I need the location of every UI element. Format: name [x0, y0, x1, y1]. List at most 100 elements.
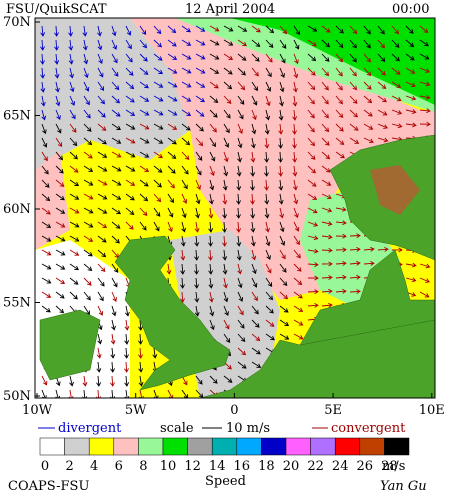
wind-arrow: [153, 25, 162, 35]
wind-arrow: [125, 137, 136, 144]
lat-label: 70N: [3, 15, 31, 30]
wind-arrow: [167, 39, 177, 47]
wind-arrow: [69, 95, 76, 106]
wind-arrow: [223, 305, 229, 317]
wind-arrow: [55, 291, 65, 299]
colorbar-cell: [39, 437, 65, 456]
wind-arrow: [237, 151, 242, 163]
colorbar-cell: [113, 437, 139, 456]
wind-arrow: [110, 375, 115, 387]
wind-arrow: [236, 235, 242, 247]
wind-arrow: [307, 81, 316, 91]
lon-label: 10W: [22, 403, 53, 418]
wind-arrow: [124, 375, 130, 387]
wind-arrow: [321, 179, 332, 186]
wind-arrow: [153, 165, 163, 173]
wind-arrow: [124, 319, 130, 331]
wind-arrow: [180, 249, 186, 261]
wind-arrow: [363, 81, 372, 90]
wind-arrow: [195, 137, 204, 147]
wind-arrow: [279, 95, 284, 107]
wind-arrow: [153, 39, 163, 48]
wind-arrow: [167, 109, 178, 116]
wind-arrow: [83, 53, 89, 65]
wind-arrow: [55, 165, 64, 174]
colorbar-cell: [310, 437, 336, 456]
land: [299, 249, 435, 346]
wind-arrow: [405, 277, 417, 283]
wind-arrow: [321, 25, 331, 33]
wind-arrow: [405, 81, 416, 88]
wind-arrow: [167, 179, 175, 189]
wind-arrow: [293, 305, 304, 312]
wind-arrow: [265, 109, 271, 121]
wind-arrow: [349, 137, 360, 144]
wind-arrow: [167, 25, 177, 34]
wind-arrow: [292, 165, 298, 177]
wind-arrow: [335, 220, 347, 226]
colorbar-label: 24: [332, 459, 349, 474]
wind-arrow: [209, 151, 216, 162]
wind-arrow: [307, 248, 319, 254]
wind-arrow: [335, 81, 343, 91]
wind-arrow: [111, 221, 121, 229]
wind-arrow: [83, 165, 94, 172]
wind-arrow: [111, 25, 117, 37]
date: 12 April 2004: [185, 2, 275, 17]
wind-arrow: [83, 235, 94, 242]
wind-arrow: [292, 109, 298, 121]
wind-arrow: [265, 235, 271, 247]
wind-arrow: [250, 137, 256, 149]
wind-arrow: [237, 39, 247, 47]
wind-arrow: [279, 319, 290, 327]
wind-arrow: [250, 207, 256, 219]
wind-arrow: [209, 25, 220, 32]
wind-arrow: [349, 233, 361, 239]
wind-arrow: [377, 67, 386, 76]
wind-arrow: [264, 193, 270, 205]
colorbar-cell: [187, 437, 213, 456]
colorbar-cell: [64, 437, 90, 456]
wind-arrow: [237, 333, 246, 343]
wind-arrow: [251, 67, 259, 77]
wind-arrow: [251, 25, 261, 33]
wind-arrow: [236, 221, 242, 233]
wind-arrow: [124, 333, 130, 345]
colorbar-label: 20: [283, 459, 300, 474]
wind-arrow: [265, 25, 275, 34]
wind-arrow: [419, 277, 431, 283]
wind-arrow: [139, 221, 147, 231]
wind-arrow: [405, 53, 415, 61]
wind-arrow: [279, 291, 289, 300]
wind-arrow: [209, 305, 215, 317]
wind-arrow: [321, 109, 329, 119]
wind-arrow: [111, 151, 122, 158]
wind-arrow: [181, 389, 189, 398]
wind-arrow: [41, 305, 51, 313]
wind-arrow: [321, 165, 331, 173]
wind-arrow: [292, 81, 298, 93]
wind-arrow: [68, 53, 74, 65]
colorbar-title: Speed: [205, 474, 246, 489]
wind-arrow: [209, 123, 217, 133]
wind-arrow: [278, 109, 284, 121]
wind-arrow: [69, 179, 80, 187]
colorbar-label: 18: [258, 459, 275, 474]
land: [114, 235, 231, 391]
wind-arrow: [237, 95, 245, 105]
wind-arrow: [279, 39, 287, 49]
wind-arrow: [97, 165, 108, 172]
wind-arrow: [265, 67, 272, 78]
wind-arrow: [251, 305, 259, 315]
wind-arrow: [349, 123, 359, 131]
wind-arrow: [111, 235, 120, 244]
wind-arrow: [251, 109, 257, 121]
wind-arrow: [265, 333, 275, 341]
colorbar-cell: [88, 437, 115, 456]
wind-arrow: [223, 81, 233, 90]
wind-arrow: [279, 81, 285, 93]
wind-arrow: [405, 262, 417, 268]
wind-arrow: [83, 151, 93, 159]
wind-arrow: [250, 221, 256, 233]
